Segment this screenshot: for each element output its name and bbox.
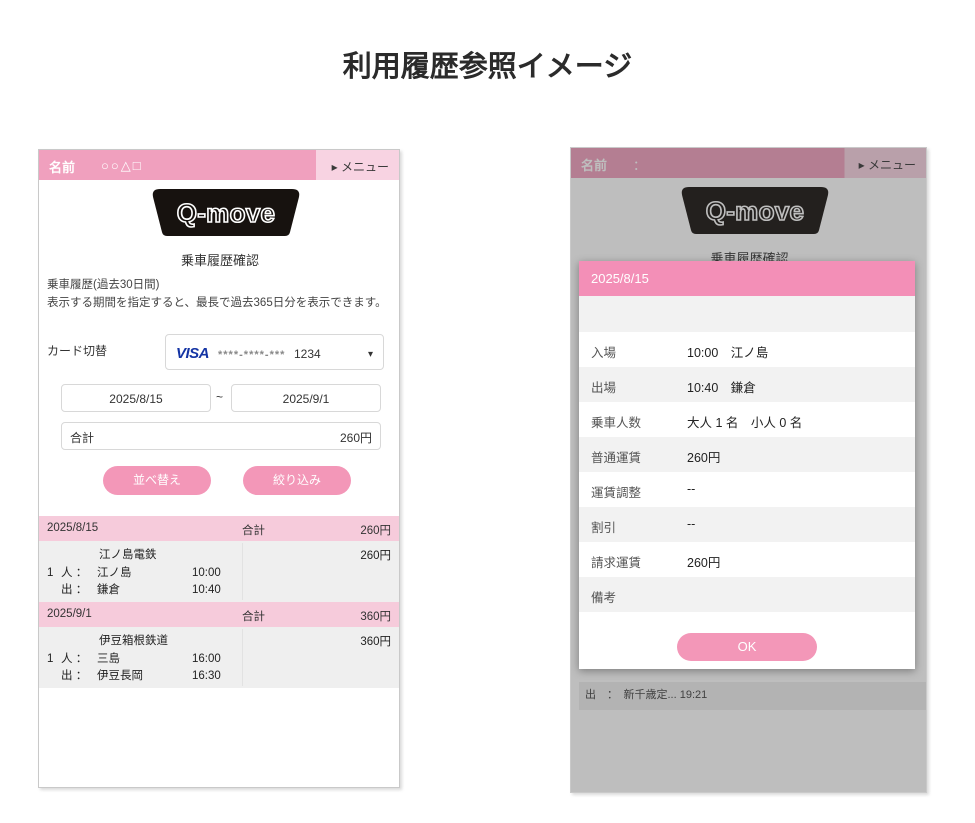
svg-text:Q-move: Q-move	[177, 198, 276, 228]
